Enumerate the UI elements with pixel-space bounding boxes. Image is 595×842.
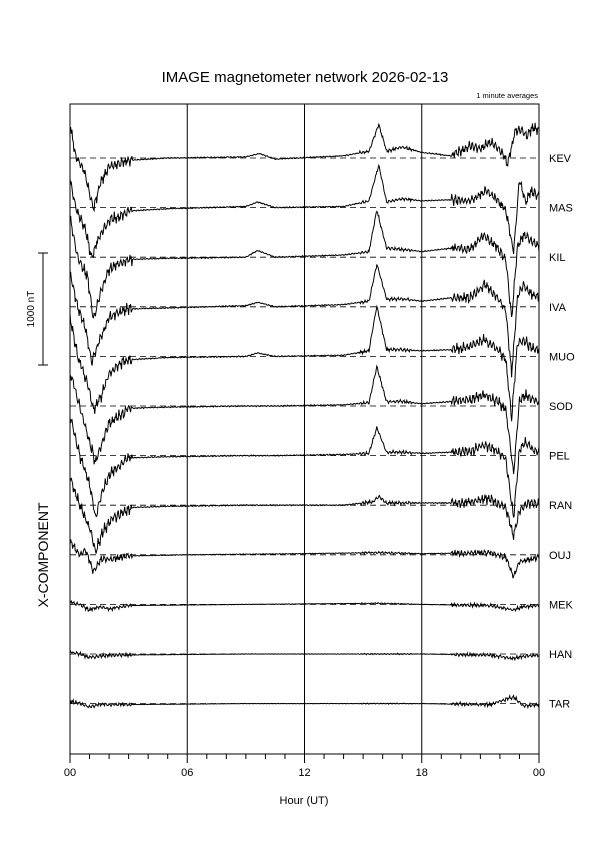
scale-bar: 1000 nT [26, 252, 48, 366]
scale-bar-label: 1000 nT [26, 291, 37, 328]
x-tick-label: 00 [64, 767, 76, 779]
station-label-sod: SOD [549, 401, 573, 413]
trace-tar [69, 694, 540, 710]
x-tick-label: 00 [533, 767, 545, 779]
station-label-kev: KEV [549, 153, 572, 165]
station-label-han: HAN [549, 649, 572, 661]
station-label-muo: MUO [549, 351, 575, 363]
chart-title: IMAGE magnetometer network 2026-02-13 [162, 69, 449, 86]
x-axis-label: Hour (UT) [280, 795, 329, 807]
trace-iva [69, 264, 540, 378]
station-label-pel: PEL [549, 451, 570, 463]
trace-muo [69, 304, 540, 422]
station-label-iva: IVA [549, 302, 567, 314]
station-label-tar: TAR [549, 699, 570, 711]
station-label-ouj: OUJ [549, 550, 571, 562]
trace-han [69, 649, 540, 662]
trace-ouj [69, 539, 540, 579]
chart-subtitle: 1 minute averages [476, 91, 538, 100]
x-axis-ticks: 00 06 12 18 00 [64, 754, 545, 779]
station-labels: KEV MAS KIL IVA MUO SOD PEL RAN OUJ MEK HAN TAR [549, 153, 575, 711]
station-traces [69, 122, 540, 710]
trace-sod [69, 364, 540, 475]
vertical-gridlines [186, 104, 423, 754]
station-label-mek: MEK [549, 599, 574, 611]
trace-pel [69, 417, 540, 518]
trace-ran [69, 477, 540, 554]
component-label: X-COMPONENT [35, 502, 51, 607]
trace-mas [69, 163, 540, 258]
trace-kil [69, 210, 540, 319]
x-tick-label: 12 [298, 767, 310, 779]
trace-mek [69, 599, 540, 613]
x-tick-label: 06 [181, 767, 193, 779]
station-label-mas: MAS [549, 203, 573, 215]
station-label-kil: KIL [549, 252, 566, 264]
trace-kev [69, 122, 540, 213]
x-tick-label: 18 [416, 767, 428, 779]
station-label-ran: RAN [549, 500, 572, 512]
